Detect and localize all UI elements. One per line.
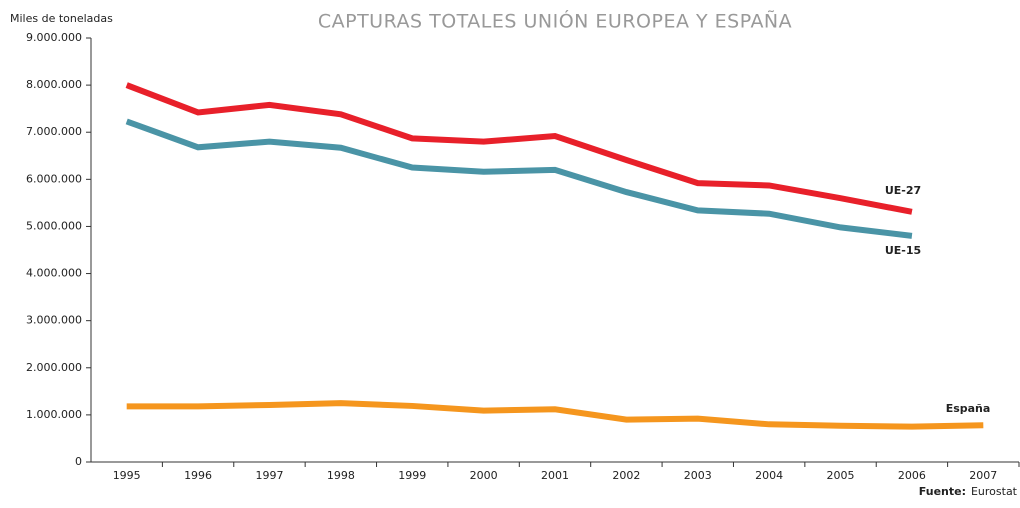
x-tick-label: 2001 [541,469,569,482]
series-line [125,118,913,239]
series-line [126,400,984,430]
x-tick-label: 2000 [470,469,498,482]
chart-title: CAPTURAS TOTALES UNIÓN EUROPEA Y ESPAÑA [318,9,792,33]
x-tick-label: 2002 [612,469,640,482]
y-axis-label: Miles de toneladas [10,12,113,25]
x-tick-label: 2003 [684,469,712,482]
y-tick-label: 1.000.000 [26,408,82,421]
series-line [125,82,913,215]
series-label: UE-15 [885,244,921,257]
source: Eurostat [971,485,1018,498]
x-tick-label: 1998 [327,469,355,482]
y-tick-label: 0 [75,455,82,468]
x-tick-label: 2006 [898,469,926,482]
x-tick-label: 2005 [827,469,855,482]
x-tick-label: 2007 [969,469,997,482]
series-label: España [946,402,991,415]
source-label: Fuente: [919,485,966,498]
x-tick-label: 1999 [398,469,426,482]
series-label: UE-27 [885,184,921,197]
y-tick-label: 7.000.000 [26,125,82,138]
x-tick-label: 1996 [184,469,212,482]
y-tick-label: 4.000.000 [26,267,82,280]
x-tick-label: 1995 [113,469,141,482]
y-tick-label: 3.000.000 [26,314,82,327]
y-tick-label: 2.000.000 [26,361,82,374]
y-tick-label: 6.000.000 [26,172,82,185]
x-tick-label: 2004 [755,469,783,482]
y-tick-label: 8.000.000 [26,78,82,91]
x-tick-label: 1997 [255,469,283,482]
y-tick-label: 9.000.000 [26,31,82,44]
y-tick-label: 5.000.000 [26,219,82,232]
